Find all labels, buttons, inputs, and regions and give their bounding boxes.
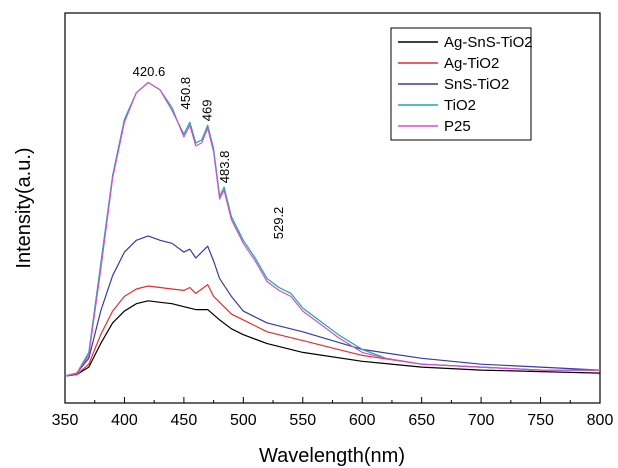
x-axis-label: Wavelength(nm) [259, 445, 405, 467]
peak-label: 450.8 [178, 77, 193, 110]
x-tick-label: 600 [349, 412, 376, 429]
x-tick-label: 350 [52, 412, 79, 429]
y-axis-label: Intensity(a.u.) [13, 147, 35, 268]
x-ticks: 350 400 450 500 550 600 650 700 750 800 [52, 397, 614, 429]
series-line-ag-sns-tio2 [64, 300, 601, 377]
legend-label: TiO2 [444, 97, 476, 114]
peak-label: 529.2 [271, 207, 286, 240]
x-tick-label: 400 [111, 412, 138, 429]
x-tick-label: 450 [171, 412, 198, 429]
peak-label: 483.8 [217, 151, 232, 184]
x-tick-label: 500 [230, 412, 257, 429]
series-line-sns-tio2 [64, 235, 601, 377]
x-tick-label: 800 [587, 412, 614, 429]
peak-label: 469 [199, 100, 214, 122]
legend: Ag-SnS-TiO2 Ag-TiO2 SnS-TiO2 TiO2 P25 [390, 27, 533, 141]
x-tick-label: 750 [527, 412, 554, 429]
legend-label: Ag-SnS-TiO2 [444, 34, 533, 51]
series-line-p25 [64, 81, 600, 377]
series-line-ag-tio2 [64, 284, 600, 377]
peak-label: 420.6 [133, 64, 166, 79]
legend-label: Ag-TiO2 [444, 55, 499, 72]
legend-label: SnS-TiO2 [444, 76, 509, 93]
legend-label: P25 [444, 118, 471, 135]
peak-annotations: 420.6 450.8 469 483.8 529.2 [133, 64, 286, 239]
x-tick-label: 700 [468, 412, 495, 429]
x-tick-label: 650 [408, 412, 435, 429]
series-lines [64, 81, 601, 377]
x-tick-label: 550 [289, 412, 316, 429]
